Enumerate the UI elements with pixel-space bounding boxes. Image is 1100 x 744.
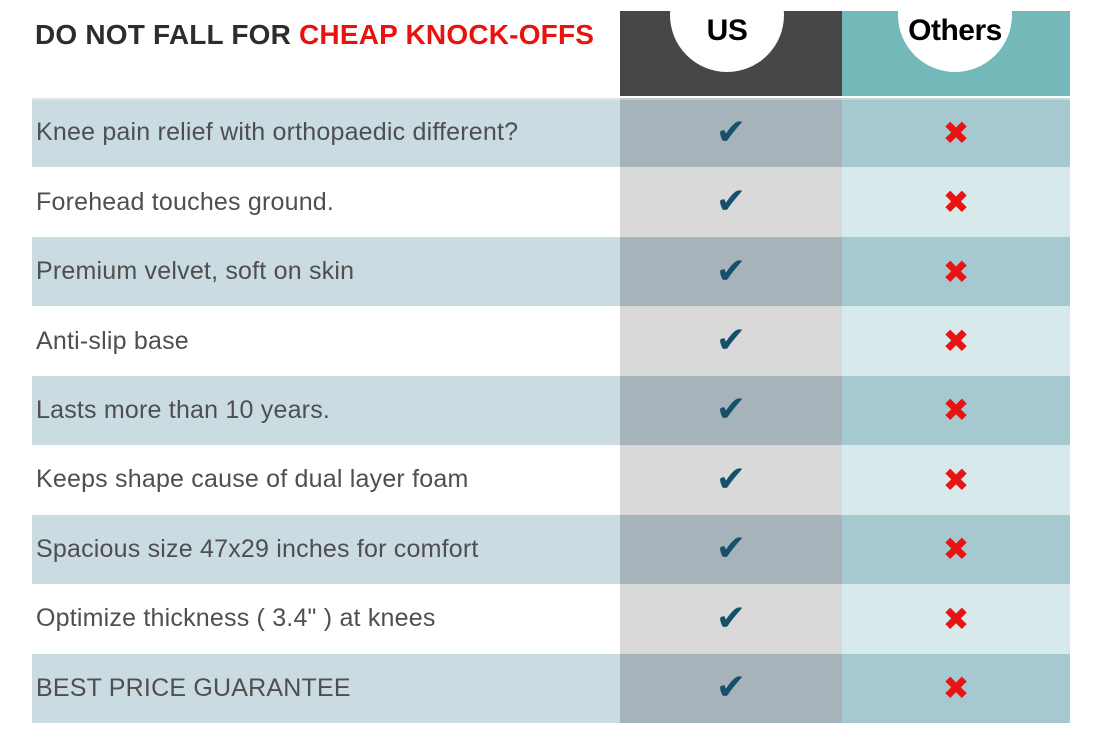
check-mark-icon: ✔ [715,181,747,223]
page-title: DO NOT FALL FOR CHEAP KNOCK-OFFS [35,18,594,52]
others-cell: ✖ [842,375,1070,446]
column-header-others: Others [842,0,1070,96]
x-mark-icon: ✖ [942,460,970,499]
others-cell: ✖ [842,167,1070,237]
check-mark-icon: ✔ [715,320,747,362]
x-mark-icon: ✖ [942,252,970,291]
row-label: Spacious size 47x29 inches for comfort [32,514,620,585]
us-cell: ✔ [620,584,842,654]
row-label: Lasts more than 10 years. [32,375,620,446]
others-cell: ✖ [842,514,1070,585]
table-row: Knee pain relief with orthopaedic differ… [32,98,1070,168]
table-row: BEST PRICE GUARANTEE ✔ ✖ [32,653,1070,723]
row-label: Forehead touches ground. [32,167,620,237]
row-label: Optimize thickness ( 3.4" ) at knees [32,584,620,654]
title-prefix: DO NOT FALL FOR [35,19,300,50]
us-cell: ✔ [620,236,842,307]
check-mark-icon: ✔ [715,458,747,500]
table-row: Keeps shape cause of dual layer foam ✔ ✖ [32,445,1070,515]
check-mark-icon: ✔ [715,250,747,292]
others-cell: ✖ [842,653,1070,723]
row-label: Anti-slip base [32,306,620,376]
column-header-us: US [620,0,842,96]
others-cell: ✖ [842,445,1070,515]
us-cell: ✔ [620,306,842,376]
check-mark-icon: ✔ [715,111,747,153]
x-mark-icon: ✖ [942,183,970,222]
us-cell: ✔ [620,445,842,515]
table-row: Spacious size 47x29 inches for comfort ✔… [32,514,1070,585]
others-cell: ✖ [842,584,1070,654]
table-row: Anti-slip base ✔ ✖ [32,306,1070,376]
us-column-label: US [706,14,748,47]
check-mark-icon: ✔ [715,597,747,639]
row-label: Premium velvet, soft on skin [32,236,620,307]
table-row: Premium velvet, soft on skin ✔ ✖ [32,236,1070,307]
x-mark-icon: ✖ [942,391,970,430]
others-column-label: Others [908,14,1002,47]
others-cell: ✖ [842,236,1070,307]
check-mark-icon: ✔ [715,667,747,709]
check-mark-icon: ✔ [715,528,747,570]
us-cell: ✔ [620,514,842,585]
x-mark-icon: ✖ [942,599,970,638]
x-mark-icon: ✖ [942,530,970,569]
row-label: Keeps shape cause of dual layer foam [32,445,620,515]
row-label: Knee pain relief with orthopaedic differ… [32,98,620,168]
us-cell: ✔ [620,98,842,168]
us-cell: ✔ [620,375,842,446]
check-mark-icon: ✔ [715,389,747,431]
others-cell: ✖ [842,306,1070,376]
others-cell: ✖ [842,98,1070,168]
x-mark-icon: ✖ [942,669,970,708]
x-mark-icon: ✖ [942,113,970,152]
x-mark-icon: ✖ [942,322,970,361]
table-row: Lasts more than 10 years. ✔ ✖ [32,375,1070,446]
us-cell: ✔ [620,167,842,237]
table-row: Optimize thickness ( 3.4" ) at knees ✔ ✖ [32,584,1070,654]
table-row: Forehead touches ground. ✔ ✖ [32,167,1070,237]
row-label: BEST PRICE GUARANTEE [32,653,620,723]
us-cell: ✔ [620,653,842,723]
comparison-table: Knee pain relief with orthopaedic differ… [32,98,1070,723]
title-highlight: CHEAP KNOCK-OFFS [299,19,595,50]
